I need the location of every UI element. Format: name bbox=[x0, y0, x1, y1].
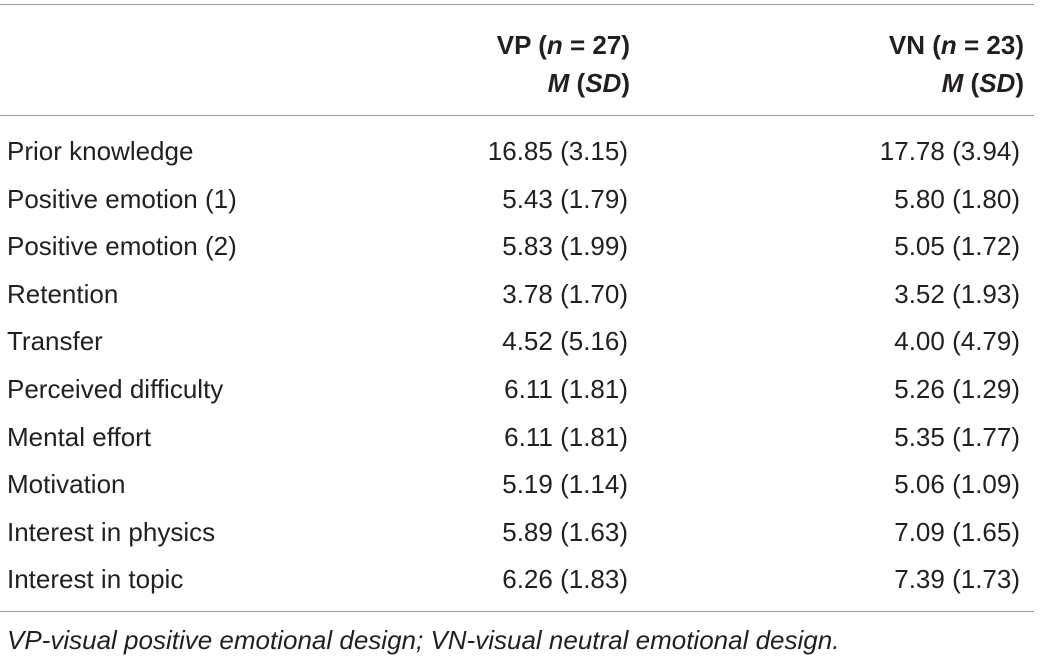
header-vp-stat-m: M bbox=[547, 68, 570, 98]
header-vp-n-value: = 27 bbox=[570, 30, 622, 60]
table-bottom-rule bbox=[0, 611, 1034, 612]
row-vn-value: 4.00 (4.79) bbox=[894, 326, 1020, 357]
table-row: Retention 3.78 (1.70) 3.52 (1.93) bbox=[0, 271, 1034, 319]
table-row: Interest in physics 5.89 (1.63) 7.09 (1.… bbox=[0, 509, 1034, 557]
table-row: Mental effort 6.11 (1.81) 5.35 (1.77) bbox=[0, 414, 1034, 462]
table-header-rule bbox=[0, 115, 1034, 116]
row-vn-value: 3.52 (1.93) bbox=[894, 278, 1020, 309]
row-label: Perceived difficulty bbox=[7, 373, 224, 404]
row-vn-value: 5.35 (1.77) bbox=[894, 421, 1020, 452]
table-header: VP (n = 27) M (SD) VN (n = 23) M (SD) bbox=[0, 26, 1034, 106]
row-vp-value: 6.11 (1.81) bbox=[504, 373, 628, 404]
row-vp-value: 6.26 (1.83) bbox=[502, 564, 628, 595]
table-row: Positive emotion (2) 5.83 (1.99) 5.05 (1… bbox=[0, 223, 1034, 271]
row-label: Positive emotion (2) bbox=[7, 231, 237, 262]
header-vn-group-line: VN (n = 23) bbox=[888, 30, 1024, 60]
row-vn-value: 7.09 (1.65) bbox=[894, 516, 1020, 547]
table-body: Prior knowledge 16.85 (3.15) 17.78 (3.94… bbox=[0, 128, 1034, 604]
header-vp-stat-line: M (SD) bbox=[547, 68, 630, 98]
row-label: Positive emotion (1) bbox=[7, 183, 237, 214]
row-label: Interest in physics bbox=[7, 516, 216, 547]
header-vp-group: VP bbox=[496, 30, 531, 60]
header-vn-stat-m: M bbox=[941, 68, 964, 98]
row-vn-value: 7.39 (1.73) bbox=[894, 564, 1020, 595]
table-row: Transfer 4.52 (5.16) 4.00 (4.79) bbox=[0, 318, 1034, 366]
row-label: Transfer bbox=[7, 326, 103, 357]
row-label: Retention bbox=[7, 278, 119, 309]
table-row: Perceived difficulty 6.11 (1.81) 5.26 (1… bbox=[0, 366, 1034, 414]
row-vn-value: 17.78 (3.94) bbox=[879, 136, 1020, 166]
header-vn-stat-line: M (SD) bbox=[941, 68, 1024, 98]
table-row: Motivation 5.19 (1.14) 5.06 (1.09) bbox=[0, 461, 1034, 509]
row-vn-value: 5.80 (1.80) bbox=[894, 183, 1020, 214]
row-vp-value: 3.78 (1.70) bbox=[502, 278, 628, 309]
header-vn-n-value: = 23 bbox=[964, 30, 1016, 60]
row-label: Motivation bbox=[7, 469, 126, 500]
row-vp-value: 5.83 (1.99) bbox=[502, 231, 628, 262]
header-vn-n-label: n bbox=[940, 30, 957, 60]
header-col-vp: VP (n = 27) M (SD) bbox=[497, 26, 630, 102]
header-col-vn: VN (n = 23) M (SD) bbox=[889, 26, 1024, 102]
header-vn-stat-sd: SD bbox=[979, 68, 1016, 98]
header-vp-stat-sd: SD bbox=[585, 68, 622, 98]
header-vp-n-label: n bbox=[546, 30, 563, 60]
row-vp-value: 6.11 (1.81) bbox=[504, 421, 628, 452]
row-vp-value: 5.89 (1.63) bbox=[502, 516, 628, 547]
header-vp-group-line: VP (n = 27) bbox=[496, 30, 630, 60]
row-vn-value: 5.26 (1.29) bbox=[894, 373, 1020, 404]
row-label: Interest in topic bbox=[7, 564, 184, 595]
table-top-rule bbox=[0, 4, 1034, 5]
table-row: Positive emotion (1) 5.43 (1.79) 5.80 (1… bbox=[0, 176, 1034, 224]
row-vn-value: 5.05 (1.72) bbox=[894, 231, 1020, 262]
row-vp-value: 5.43 (1.79) bbox=[502, 183, 628, 214]
table-row: Interest in topic 6.26 (1.83) 7.39 (1.73… bbox=[0, 556, 1034, 604]
row-vp-value: 16.85 (3.15) bbox=[487, 136, 628, 166]
row-label: Mental effort bbox=[7, 421, 152, 452]
table-row: Prior knowledge 16.85 (3.15) 17.78 (3.94… bbox=[0, 128, 1034, 176]
table-footnote: VP-visual positive emotional design; VN-… bbox=[7, 625, 840, 655]
row-vp-value: 5.19 (1.14) bbox=[502, 469, 628, 500]
row-label: Prior knowledge bbox=[7, 136, 194, 166]
row-vp-value: 4.52 (5.16) bbox=[502, 326, 628, 357]
header-vn-group: VN bbox=[888, 30, 925, 60]
row-vn-value: 5.06 (1.09) bbox=[894, 469, 1020, 500]
